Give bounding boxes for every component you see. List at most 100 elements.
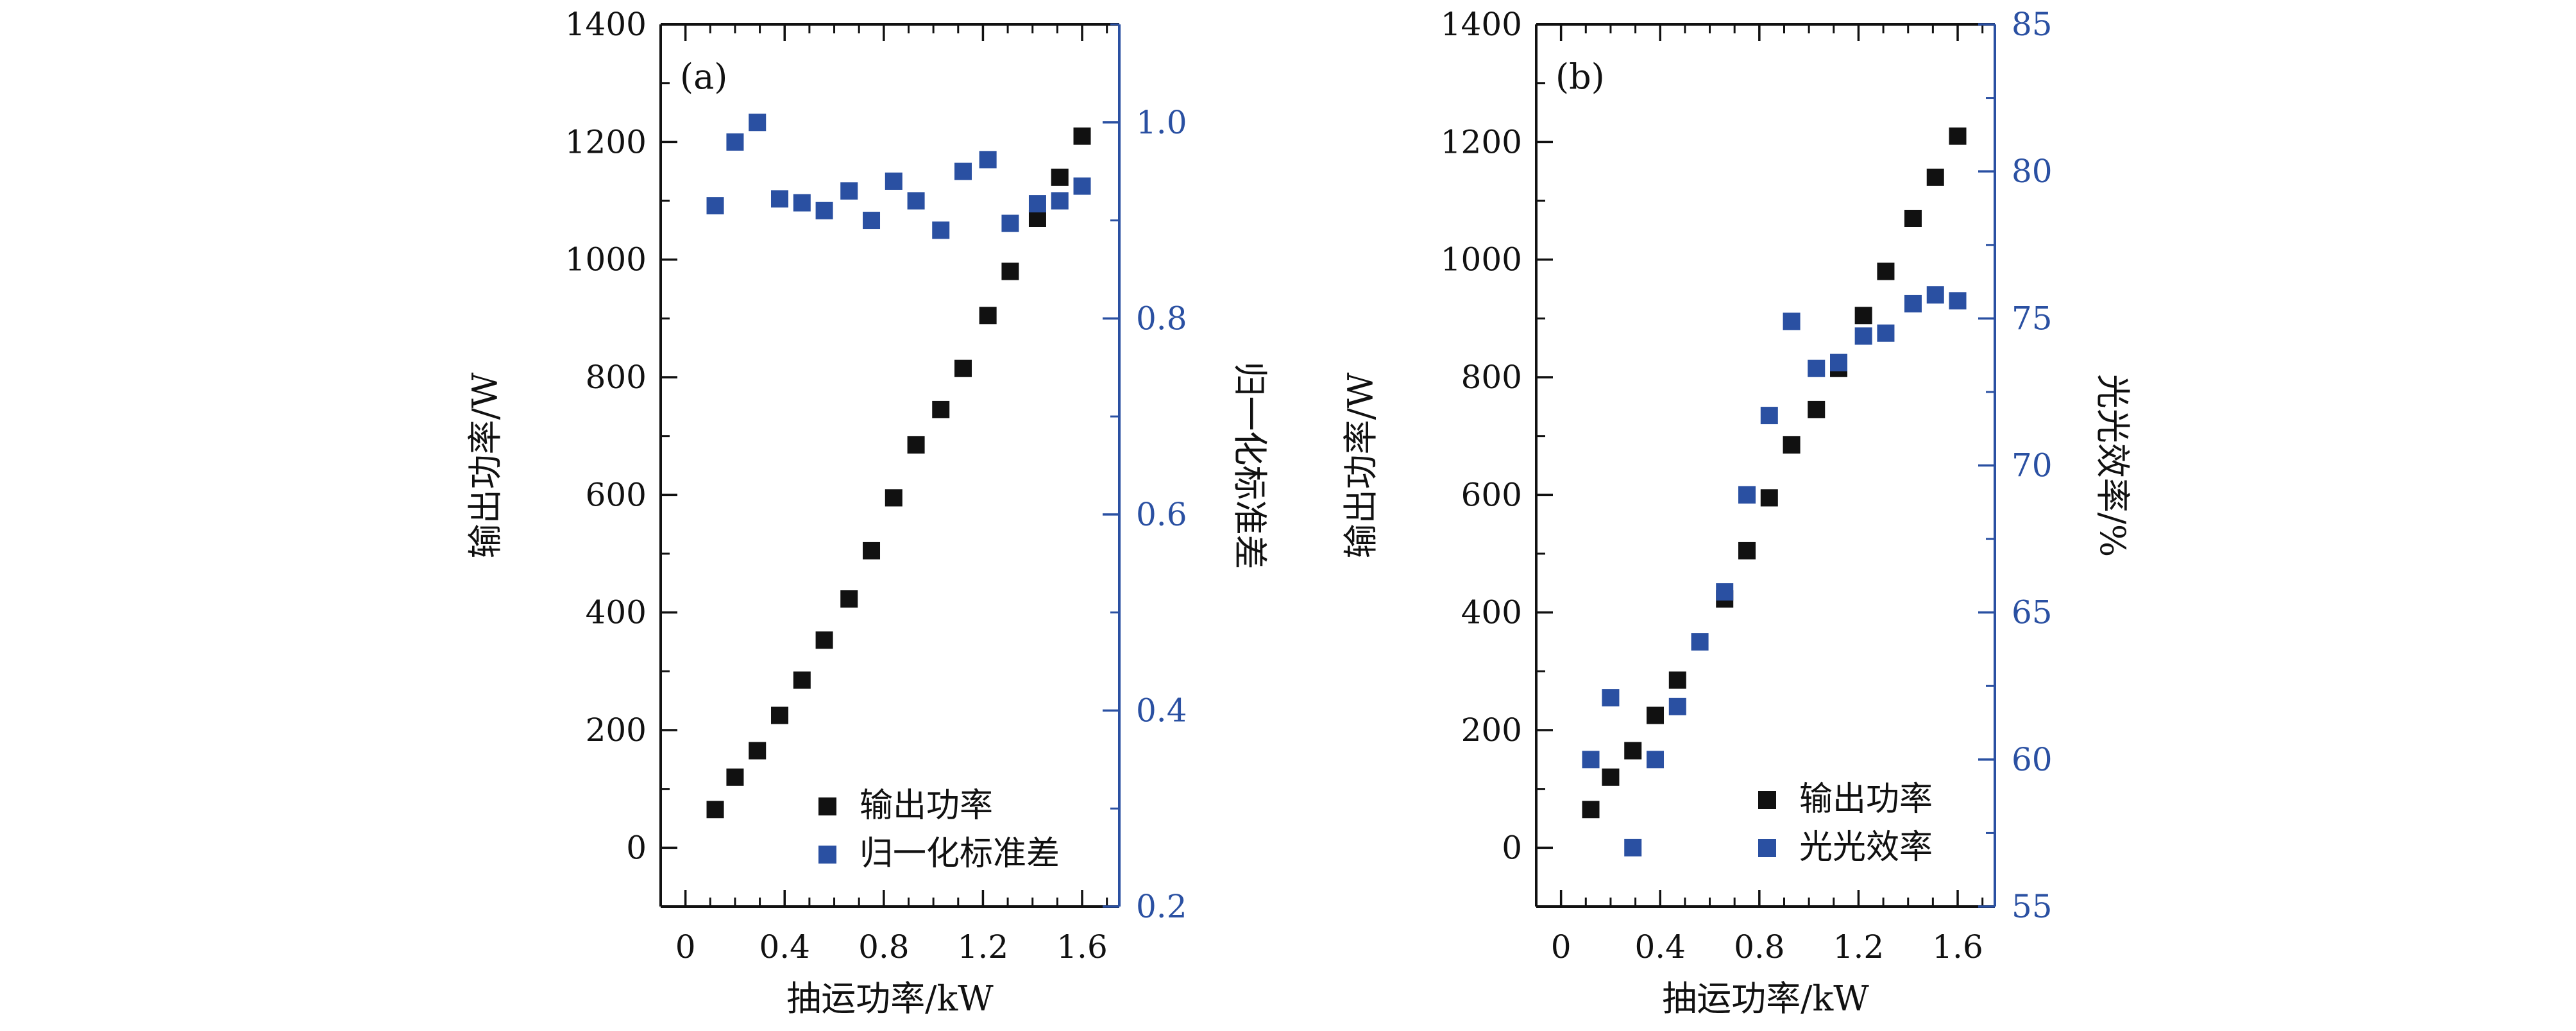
y2-tick-label: 80 [2012, 153, 2053, 190]
black-marker [1582, 801, 1600, 819]
y-tick-label: 200 [586, 711, 647, 749]
y-tick-label: 1400 [1441, 6, 1522, 43]
blue-marker [1854, 327, 1872, 345]
black-marker [840, 590, 858, 608]
blue-marker [863, 212, 881, 230]
y-tick-label: 1200 [565, 123, 647, 160]
black-marker [1783, 436, 1801, 454]
panel-label: (a) [680, 56, 727, 97]
y-tick-label: 200 [1461, 711, 1522, 749]
y2-axis-title: 归一化标准差 [1230, 362, 1270, 570]
y2-tick-label: 75 [2012, 300, 2053, 337]
legend-label: 光光效率 [1799, 828, 1933, 867]
black-marker [1647, 706, 1665, 724]
black-marker [1001, 262, 1019, 280]
y-tick-label: 1400 [565, 6, 647, 43]
y-tick-label: 600 [586, 476, 647, 513]
black-marker [1668, 671, 1686, 689]
blue-marker [1028, 195, 1046, 213]
legend-label: 归一化标准差 [860, 835, 1060, 873]
y-tick-label: 0 [1502, 829, 1522, 866]
blue-marker [771, 190, 789, 208]
x-tick-label: 0.8 [1734, 928, 1785, 966]
black-marker [1624, 742, 1642, 760]
x-axis-title: 抽运功率/kW [786, 978, 994, 1019]
legend-marker-black [818, 797, 836, 815]
y2-tick-label: 65 [2012, 594, 2053, 631]
x-tick-label: 1.6 [1056, 928, 1108, 966]
black-marker [954, 359, 972, 377]
x-tick-label: 0.8 [858, 928, 910, 966]
blue-marker [1073, 177, 1091, 195]
panel-a: 0 0.4 0.8 1.2 1.6 0 200 400 600 800 1000 1200 1400 0.… [465, 6, 1270, 1019]
blue-marker [1716, 583, 1734, 601]
black-marker [793, 671, 811, 689]
x-axis-title: 抽运功率/kW [1662, 978, 1869, 1019]
blue-marker [1926, 286, 1944, 304]
y-tick-label: 400 [1461, 594, 1522, 631]
panel-b: 0 0.4 0.8 1.2 1.6 0 200 400 600 800 1000 1200 1400 55… [1341, 6, 2133, 1019]
black-marker [1877, 262, 1895, 280]
blue-marker [1668, 697, 1686, 715]
legend-marker-blue [818, 846, 836, 864]
blue-marker [1001, 214, 1019, 232]
y-tick-label: 1200 [1441, 123, 1522, 160]
black-marker [907, 436, 925, 454]
black-marker [1949, 127, 1967, 145]
blue-marker [1051, 192, 1069, 210]
blue-marker [749, 114, 767, 132]
black-marker [863, 541, 881, 559]
black-marker [1051, 168, 1069, 186]
blue-marker [1691, 633, 1709, 651]
blue-marker [726, 133, 744, 151]
y-axis-title: 输出功率/W [1341, 372, 1381, 558]
legend-marker-black [1758, 791, 1776, 809]
black-marker [771, 706, 789, 724]
y-tick-label: 800 [1461, 359, 1522, 396]
y2-tick-label: 0.2 [1136, 888, 1187, 925]
black-marker [1808, 400, 1826, 418]
blue-marker [1602, 689, 1620, 707]
blue-marker [815, 201, 833, 219]
y-tick-label: 800 [586, 359, 647, 396]
x-tick-label: 0 [1551, 928, 1572, 966]
black-marker [1028, 210, 1046, 227]
blue-marker [885, 172, 902, 190]
black-marker [1904, 210, 1922, 227]
y2-tick-label: 60 [2012, 741, 2053, 778]
black-marker [1926, 168, 1944, 186]
y2-tick-label: 55 [2012, 888, 2053, 925]
x-tick-label: 0.4 [1634, 928, 1686, 966]
blue-marker [793, 194, 811, 212]
legend-label: 输出功率 [860, 787, 993, 825]
y-tick-label: 1000 [1441, 241, 1522, 278]
y2-tick-label: 0.4 [1136, 692, 1187, 729]
x-tick-label: 0 [675, 928, 696, 966]
black-marker [885, 489, 902, 507]
y2-tick-label: 0.6 [1136, 496, 1187, 533]
black-marker [815, 631, 833, 649]
blue-marker [1624, 839, 1642, 856]
black-marker [979, 307, 997, 325]
y-tick-label: 600 [1461, 476, 1522, 513]
y2-tick-label: 85 [2012, 6, 2053, 43]
legend-marker-blue [1758, 839, 1776, 857]
y2-tick-label: 1.0 [1136, 104, 1187, 141]
blue-marker [1808, 359, 1826, 377]
y2-tick-label: 0.8 [1136, 300, 1187, 337]
black-marker [932, 400, 950, 418]
x-tick-label: 0.4 [759, 928, 810, 966]
y-tick-label: 1000 [565, 241, 647, 278]
black-marker [706, 801, 724, 819]
y2-axis-title: 光光效率/% [2092, 374, 2133, 558]
black-marker [726, 768, 744, 786]
y-axis-title: 输出功率/W [465, 372, 505, 558]
blue-marker [1904, 294, 1922, 312]
y-tick-label: 400 [586, 594, 647, 631]
blue-marker [1738, 486, 1756, 504]
blue-marker [954, 162, 972, 180]
y-tick-label: 0 [626, 829, 647, 866]
black-marker [1760, 489, 1778, 507]
x-tick-label: 1.6 [1932, 928, 1983, 966]
